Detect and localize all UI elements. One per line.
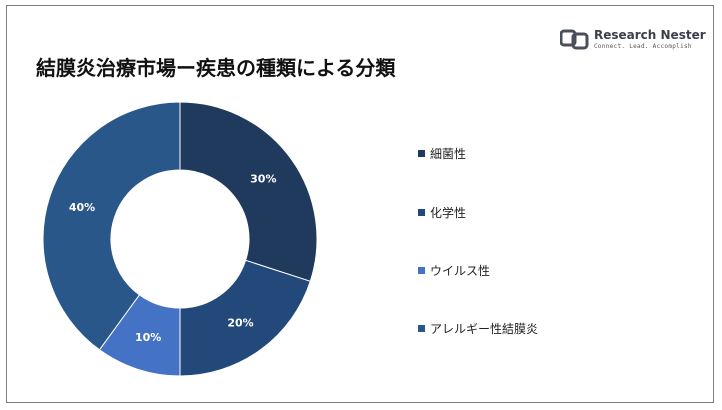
donut-slice-2: [179, 259, 311, 377]
data-label-1: 30%: [250, 172, 276, 185]
legend-label-4: アレルギー性結膜炎: [430, 322, 539, 336]
logo-name: Research Nester: [594, 28, 706, 42]
legend-swatch-1: [418, 150, 425, 157]
donut-slice-4: [42, 101, 181, 351]
data-label-3: 10%: [135, 331, 161, 344]
research-nester-logo: Research Nester Connect. Lead. Accomplis…: [559, 28, 710, 54]
legend-item-1: 細菌性: [418, 145, 466, 162]
donut-slice-1: [179, 101, 318, 282]
chart-legend: 細菌性化学性ウイルス性アレルギー性結膜炎: [418, 0, 698, 400]
logo-icon: [559, 29, 589, 50]
legend-label-1: 細菌性: [430, 147, 467, 161]
data-label-4: 40%: [69, 201, 95, 214]
legend-swatch-4: [418, 325, 425, 332]
chart-title: 結膜炎治療市場ー疾患の種類による分類: [36, 56, 396, 80]
legend-swatch-2: [418, 209, 425, 216]
legend-label-2: 化学性: [430, 206, 467, 220]
legend-item-4: アレルギー性結膜炎: [418, 320, 538, 337]
legend-item-3: ウイルス性: [418, 262, 490, 279]
legend-swatch-3: [418, 267, 425, 274]
data-label-2: 20%: [227, 316, 253, 329]
legend-item-2: 化学性: [418, 204, 466, 221]
legend-label-3: ウイルス性: [430, 264, 491, 278]
logo-tagline: Connect. Lead. Accomplish: [594, 43, 692, 50]
